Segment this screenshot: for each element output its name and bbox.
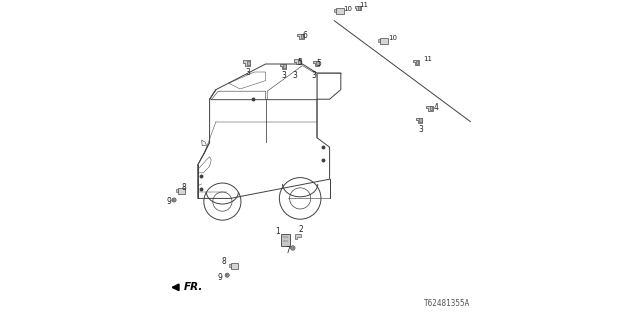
Polygon shape: [416, 118, 422, 123]
Bar: [429, 106, 432, 110]
Bar: [334, 9, 336, 12]
Text: T62481355A: T62481355A: [424, 299, 470, 308]
Text: 3: 3: [282, 71, 287, 80]
Bar: [316, 61, 319, 65]
Bar: [301, 34, 303, 38]
Bar: [298, 60, 300, 64]
Text: 5: 5: [316, 60, 321, 68]
Text: 11: 11: [359, 2, 368, 8]
Bar: [416, 60, 419, 64]
Text: 10: 10: [388, 36, 397, 41]
Circle shape: [226, 274, 228, 276]
Text: 1: 1: [275, 227, 280, 236]
Polygon shape: [426, 106, 433, 110]
Bar: [246, 61, 250, 65]
Text: 3: 3: [245, 68, 250, 77]
Text: 11: 11: [423, 56, 432, 62]
Text: FR.: FR.: [184, 282, 204, 292]
Text: 9: 9: [166, 197, 172, 206]
Circle shape: [292, 247, 294, 249]
Bar: [419, 118, 422, 122]
Circle shape: [291, 246, 295, 250]
Text: 5: 5: [298, 58, 303, 67]
Polygon shape: [297, 34, 304, 39]
Bar: [380, 38, 388, 44]
Circle shape: [172, 198, 176, 202]
Polygon shape: [295, 234, 301, 239]
Bar: [176, 189, 178, 192]
Text: 2: 2: [298, 225, 303, 234]
Bar: [231, 263, 238, 269]
Text: 8: 8: [221, 257, 227, 266]
Bar: [336, 8, 344, 14]
Polygon shape: [413, 60, 419, 65]
Polygon shape: [313, 61, 319, 66]
Polygon shape: [280, 64, 286, 69]
Polygon shape: [294, 59, 301, 64]
Text: 4: 4: [433, 103, 438, 112]
Circle shape: [225, 273, 229, 277]
Bar: [358, 6, 360, 10]
Text: 10: 10: [343, 6, 352, 12]
Polygon shape: [243, 60, 250, 66]
Text: 6: 6: [303, 31, 307, 40]
Bar: [229, 264, 231, 267]
Bar: [378, 39, 380, 42]
Bar: [283, 65, 285, 68]
Bar: [281, 234, 290, 246]
Text: 9: 9: [217, 273, 222, 282]
Bar: [178, 188, 185, 194]
Text: 8: 8: [182, 183, 186, 192]
Text: 3: 3: [419, 125, 424, 134]
Polygon shape: [355, 6, 360, 11]
Text: 7: 7: [285, 246, 291, 255]
Circle shape: [173, 199, 175, 201]
Text: 3: 3: [292, 71, 297, 80]
Text: 3: 3: [311, 71, 316, 80]
